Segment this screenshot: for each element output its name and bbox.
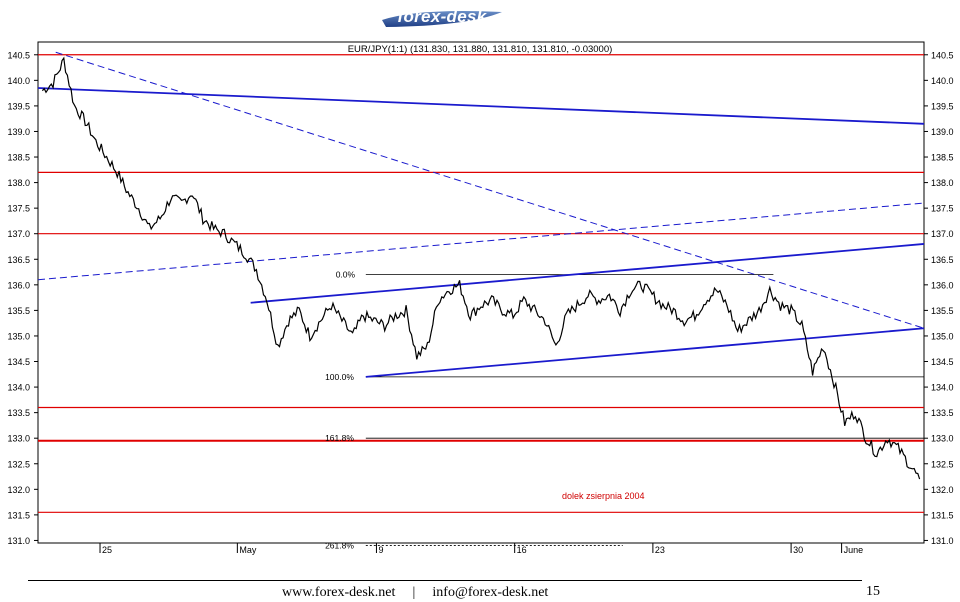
y-tick-label-right: 140.5 — [931, 50, 954, 60]
y-tick-label-right: 133.5 — [931, 408, 954, 418]
x-tick-label: May — [239, 545, 257, 555]
fibonacci-label: 0.0% — [336, 270, 356, 280]
y-axis-left: 131.0 131.5 132.0 132.5 133.0 133.5 134.0 134.5… — [7, 50, 38, 546]
x-tick-label: June — [844, 545, 864, 555]
y-tick-label-right: 136.0 — [931, 280, 954, 290]
y-tick-label-left: 135.0 — [7, 331, 30, 341]
y-tick-label-right: 135.0 — [931, 331, 954, 341]
trendline — [37, 87, 925, 125]
trendlines — [37, 51, 925, 378]
y-tick-label-right: 137.0 — [931, 229, 954, 239]
logo-text: forex-desk — [397, 7, 487, 26]
y-tick-label-left: 134.5 — [7, 357, 30, 367]
y-tick-label-left: 134.0 — [7, 383, 30, 393]
support-resistance-lines — [38, 54, 924, 513]
y-tick-label-left: 135.5 — [7, 306, 30, 316]
y-tick-label-left: 132.5 — [7, 459, 30, 469]
price-line — [41, 56, 921, 480]
y-tick-label-left: 139.0 — [7, 127, 30, 137]
page-number: 15 — [866, 584, 880, 599]
fibonacci-lines — [365, 274, 924, 546]
y-axis-right: 131.0 131.5 132.0 132.5 133.0 133.5 134.0 134.5… — [924, 50, 954, 546]
trendline — [250, 243, 925, 304]
x-tick-label: 9 — [378, 545, 383, 555]
plot-border — [37, 41, 925, 544]
y-tick-label-right: 138.0 — [931, 178, 954, 188]
y-tick-label-right: 134.0 — [931, 383, 954, 393]
y-tick-label-right: 139.0 — [931, 127, 954, 137]
y-tick-label-right: 137.5 — [931, 204, 954, 214]
x-axis: 25 May 9 16 23 30 June — [99, 543, 864, 555]
y-tick-label-right: 139.5 — [931, 101, 954, 111]
plot-frame — [37, 41, 925, 544]
logo-swoosh — [382, 11, 502, 27]
trendline — [365, 327, 925, 378]
trendline — [37, 202, 925, 281]
footer-separator: | — [412, 585, 416, 600]
annotation-dolek: dolek zsierpnia 2004 — [562, 491, 645, 501]
y-tick-label-left: 133.5 — [7, 408, 30, 418]
eurjpy-chart: 131.0 131.5 132.0 132.5 133.0 133.5 134.0 134.5… — [7, 41, 954, 555]
y-tick-label-right: 131.0 — [931, 536, 954, 546]
y-tick-label-right: 134.5 — [931, 357, 954, 367]
y-tick-label-right: 133.0 — [931, 434, 954, 444]
y-tick-label-right: 131.5 — [931, 510, 954, 520]
footer: www.forex-desk.net | info@forex-desk.net — [282, 585, 548, 601]
fibonacci-label: 100.0% — [325, 372, 354, 382]
footer-rule — [28, 580, 862, 581]
y-tick-label-right: 136.5 — [931, 255, 954, 265]
x-tick-label: 23 — [655, 545, 665, 555]
y-tick-label-right: 135.5 — [931, 306, 954, 316]
fibonacci-label: 261.8% — [325, 541, 354, 551]
y-tick-label-right: 132.5 — [931, 459, 954, 469]
forex-desk-logo: forex-desk — [378, 6, 506, 28]
y-tick-label-left: 136.0 — [7, 280, 30, 290]
y-tick-label-left: 138.5 — [7, 153, 30, 163]
price-series — [41, 56, 921, 480]
footer-website-link[interactable]: www.forex-desk.net — [282, 585, 396, 600]
y-tick-label-right: 138.5 — [931, 153, 954, 163]
y-tick-label-left: 137.0 — [7, 229, 30, 239]
y-tick-label-right: 132.0 — [931, 485, 954, 495]
y-tick-label-left: 131.5 — [7, 510, 30, 520]
y-tick-label-left: 132.0 — [7, 485, 30, 495]
y-tick-label-right: 140.0 — [931, 76, 954, 86]
y-tick-label-left: 138.0 — [7, 178, 30, 188]
y-tick-label-left: 139.5 — [7, 101, 30, 111]
x-tick-label: 25 — [102, 545, 112, 555]
y-tick-label-left: 140.5 — [7, 50, 30, 60]
fibonacci-label: 161.8% — [325, 433, 354, 443]
chart-title: EUR/JPY(1:1) (131.830, 131.880, 131.810,… — [348, 44, 613, 55]
x-tick-label: 30 — [793, 545, 803, 555]
y-tick-label-left: 133.0 — [7, 434, 30, 444]
y-tick-label-left: 140.0 — [7, 76, 30, 86]
y-tick-label-left: 136.5 — [7, 255, 30, 265]
x-tick-label: 16 — [517, 545, 527, 555]
fibonacci-labels: 0.0% 100.0% 161.8% 261.8% — [325, 270, 355, 551]
footer-email-link[interactable]: info@forex-desk.net — [432, 585, 549, 600]
trendline — [55, 51, 925, 329]
y-tick-label-left: 137.5 — [7, 204, 30, 214]
y-tick-label-left: 131.0 — [7, 536, 30, 546]
